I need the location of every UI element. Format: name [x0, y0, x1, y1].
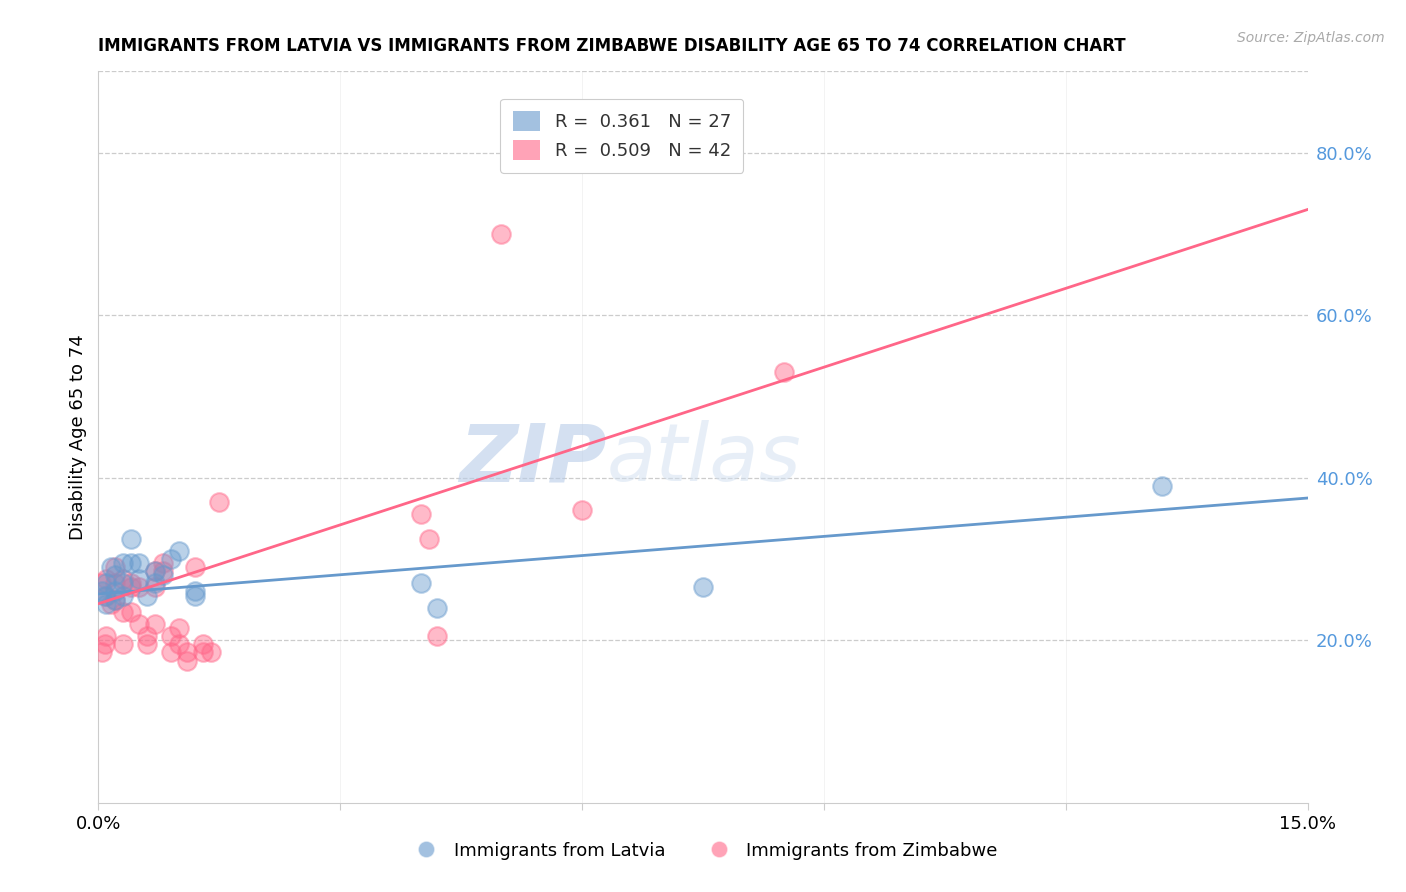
Point — [111, 637, 134, 651]
Text: Source: ZipAtlas.com: Source: ZipAtlas.com — [1237, 31, 1385, 45]
Point — [103, 560, 125, 574]
Point — [143, 564, 166, 578]
Point — [167, 621, 190, 635]
Point — [135, 629, 157, 643]
Point — [409, 508, 432, 522]
Point — [176, 645, 198, 659]
Point — [91, 584, 114, 599]
Point — [160, 629, 183, 643]
Point — [100, 597, 122, 611]
Point — [90, 576, 112, 591]
Point — [128, 581, 150, 595]
Text: ZIP: ZIP — [458, 420, 606, 498]
Point — [184, 560, 207, 574]
Point — [111, 556, 134, 570]
Point — [94, 589, 117, 603]
Point — [96, 576, 118, 591]
Point — [128, 617, 150, 632]
Point — [160, 552, 183, 566]
Point — [491, 227, 513, 241]
Point — [167, 637, 190, 651]
Point — [143, 581, 166, 595]
Point — [96, 597, 118, 611]
Point — [176, 654, 198, 668]
Point — [103, 576, 125, 591]
Point — [184, 589, 207, 603]
Point — [120, 576, 142, 591]
Point — [1152, 479, 1174, 493]
Point — [208, 495, 231, 509]
Point — [103, 584, 125, 599]
Point — [193, 645, 215, 659]
Point — [143, 564, 166, 578]
Point — [96, 629, 118, 643]
Text: IMMIGRANTS FROM LATVIA VS IMMIGRANTS FROM ZIMBABWE DISABILITY AGE 65 TO 74 CORRE: IMMIGRANTS FROM LATVIA VS IMMIGRANTS FRO… — [98, 37, 1126, 54]
Point — [160, 645, 183, 659]
Point — [152, 556, 174, 570]
Point — [111, 589, 134, 603]
Point — [143, 617, 166, 632]
Point — [409, 576, 432, 591]
Point — [103, 592, 125, 607]
Point — [111, 605, 134, 619]
Point — [128, 572, 150, 586]
Point — [167, 544, 190, 558]
Point — [120, 581, 142, 595]
Point — [135, 637, 157, 651]
Point — [103, 568, 125, 582]
Point — [184, 584, 207, 599]
Point — [96, 572, 118, 586]
Point — [571, 503, 593, 517]
Text: atlas: atlas — [606, 420, 801, 498]
Point — [128, 556, 150, 570]
Point — [111, 576, 134, 591]
Point — [772, 365, 794, 379]
Point — [152, 568, 174, 582]
Point — [120, 532, 142, 546]
Point — [200, 645, 222, 659]
Legend: Immigrants from Latvia, Immigrants from Zimbabwe: Immigrants from Latvia, Immigrants from … — [401, 835, 1005, 867]
Point — [111, 572, 134, 586]
Point — [96, 589, 118, 603]
Point — [120, 605, 142, 619]
Point — [692, 581, 714, 595]
Point — [418, 532, 440, 546]
Point — [100, 560, 122, 574]
Point — [426, 600, 449, 615]
Point — [426, 629, 449, 643]
Point — [152, 564, 174, 578]
Y-axis label: Disability Age 65 to 74: Disability Age 65 to 74 — [69, 334, 87, 540]
Point — [135, 589, 157, 603]
Point — [94, 637, 117, 651]
Point — [193, 637, 215, 651]
Point — [91, 645, 114, 659]
Point — [143, 576, 166, 591]
Point — [103, 592, 125, 607]
Point — [120, 556, 142, 570]
